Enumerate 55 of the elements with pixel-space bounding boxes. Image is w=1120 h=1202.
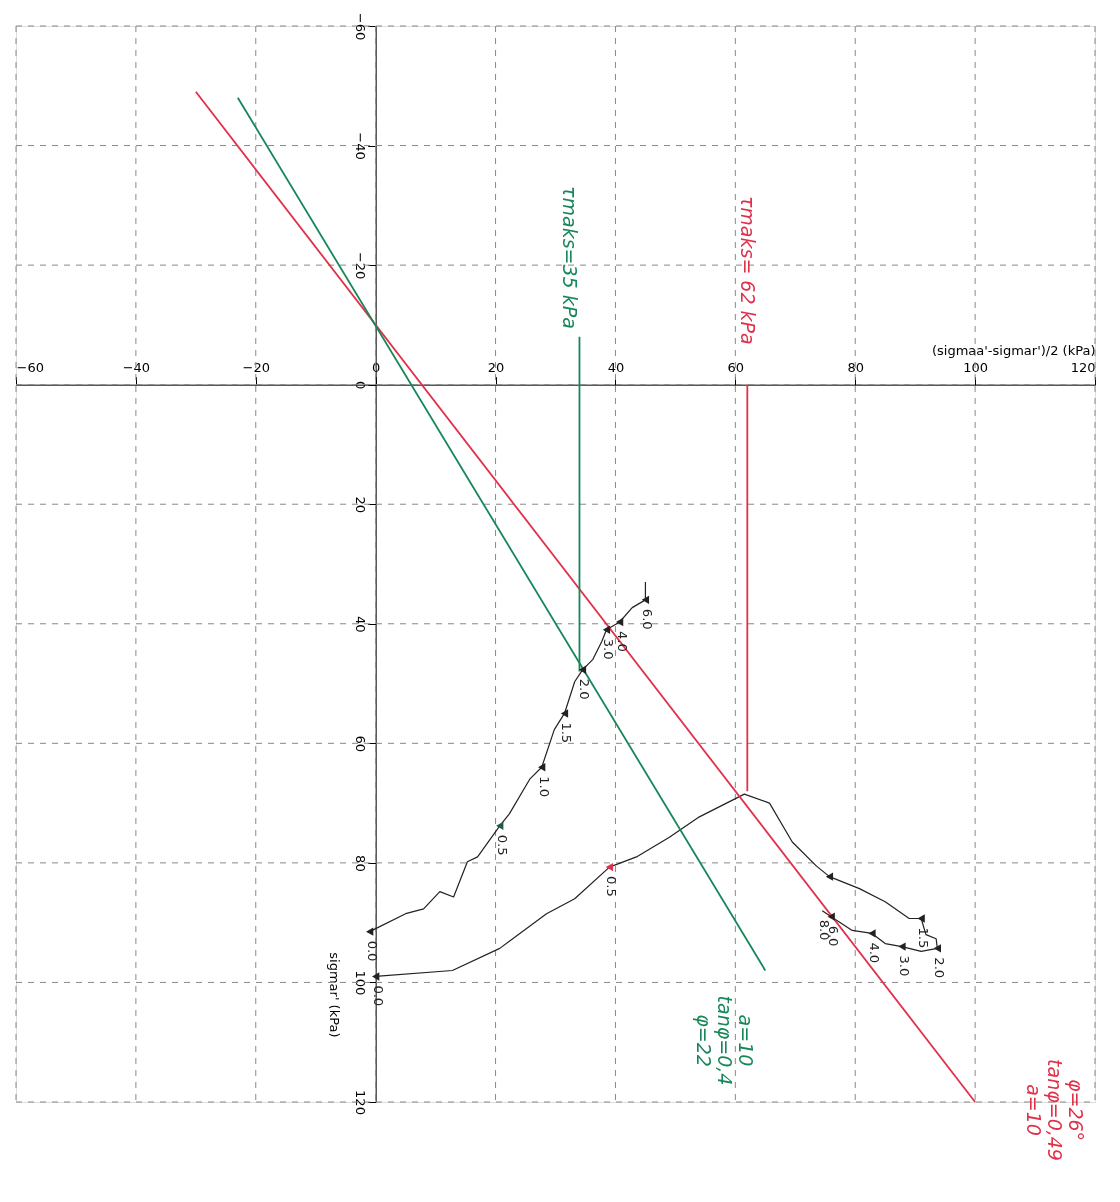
y-tick-label: −20 [353,251,369,280]
y-tick-label: 20 [353,496,369,513]
y-tick-label: 120 [353,1090,369,1115]
x-tick-label: 80 [847,360,864,376]
x-tick-label: 60 [727,360,745,376]
point [827,912,835,921]
point [578,665,587,674]
annotation: 1.5 [916,927,932,949]
point [372,972,380,981]
annotation: 2.0 [932,957,948,979]
annotation: 6.0 [640,608,656,630]
x-tick-label: 120 [1070,360,1096,376]
y-tick-label: 40 [353,616,369,633]
text: τmaks=35 kPa [559,186,582,329]
y-tick-label: 80 [353,855,369,872]
point [825,872,834,881]
annotation: 4.0 [867,942,883,964]
annotation: 1.0 [536,776,552,797]
point [898,942,906,951]
point [868,929,876,938]
text: a=10 tanφ=0,4 φ=22 [693,995,758,1086]
point [933,944,941,953]
x-tick-label: 20 [487,360,505,376]
point [602,625,611,634]
x-tick-label: −20 [242,360,270,376]
annotation: 0.5 [604,876,620,897]
point [641,595,650,605]
point [917,914,925,923]
x-axis-title: (sigmaa'-sigmar')/2 (kPa) [931,343,1096,359]
annotation: 0.0 [370,985,386,1007]
point [496,821,504,831]
annotation: 3.0 [896,955,912,977]
annotation: 4.0 [614,630,630,652]
annotation: 0.0 [364,940,380,962]
y-tick-label: −40 [353,132,369,160]
x-tick-label: −40 [122,360,151,376]
text: τmaks= 62 kPa [737,195,760,345]
annotation: 2.0 [577,678,593,700]
y-axis-title: sigmar' (kPa) [327,952,343,1038]
text: φ=26° tanφ=0,49 a=10 [1023,1059,1088,1161]
point [366,927,374,936]
x-tick-label: −60 [16,360,44,376]
annotation: 1.5 [559,722,575,744]
point [605,862,614,872]
y-tick-label: 0 [353,381,369,390]
x-tick-label: 100 [963,360,989,376]
point [616,617,624,627]
point [538,763,546,772]
y-tick-label: 100 [353,970,369,996]
y-tick-label: 60 [353,735,369,753]
annotation: 3.0 [601,638,617,660]
point [560,709,569,718]
x-tick-label: 40 [607,360,625,376]
y-tick-label: −60 [353,12,369,41]
annotation: 0.5 [494,834,510,856]
